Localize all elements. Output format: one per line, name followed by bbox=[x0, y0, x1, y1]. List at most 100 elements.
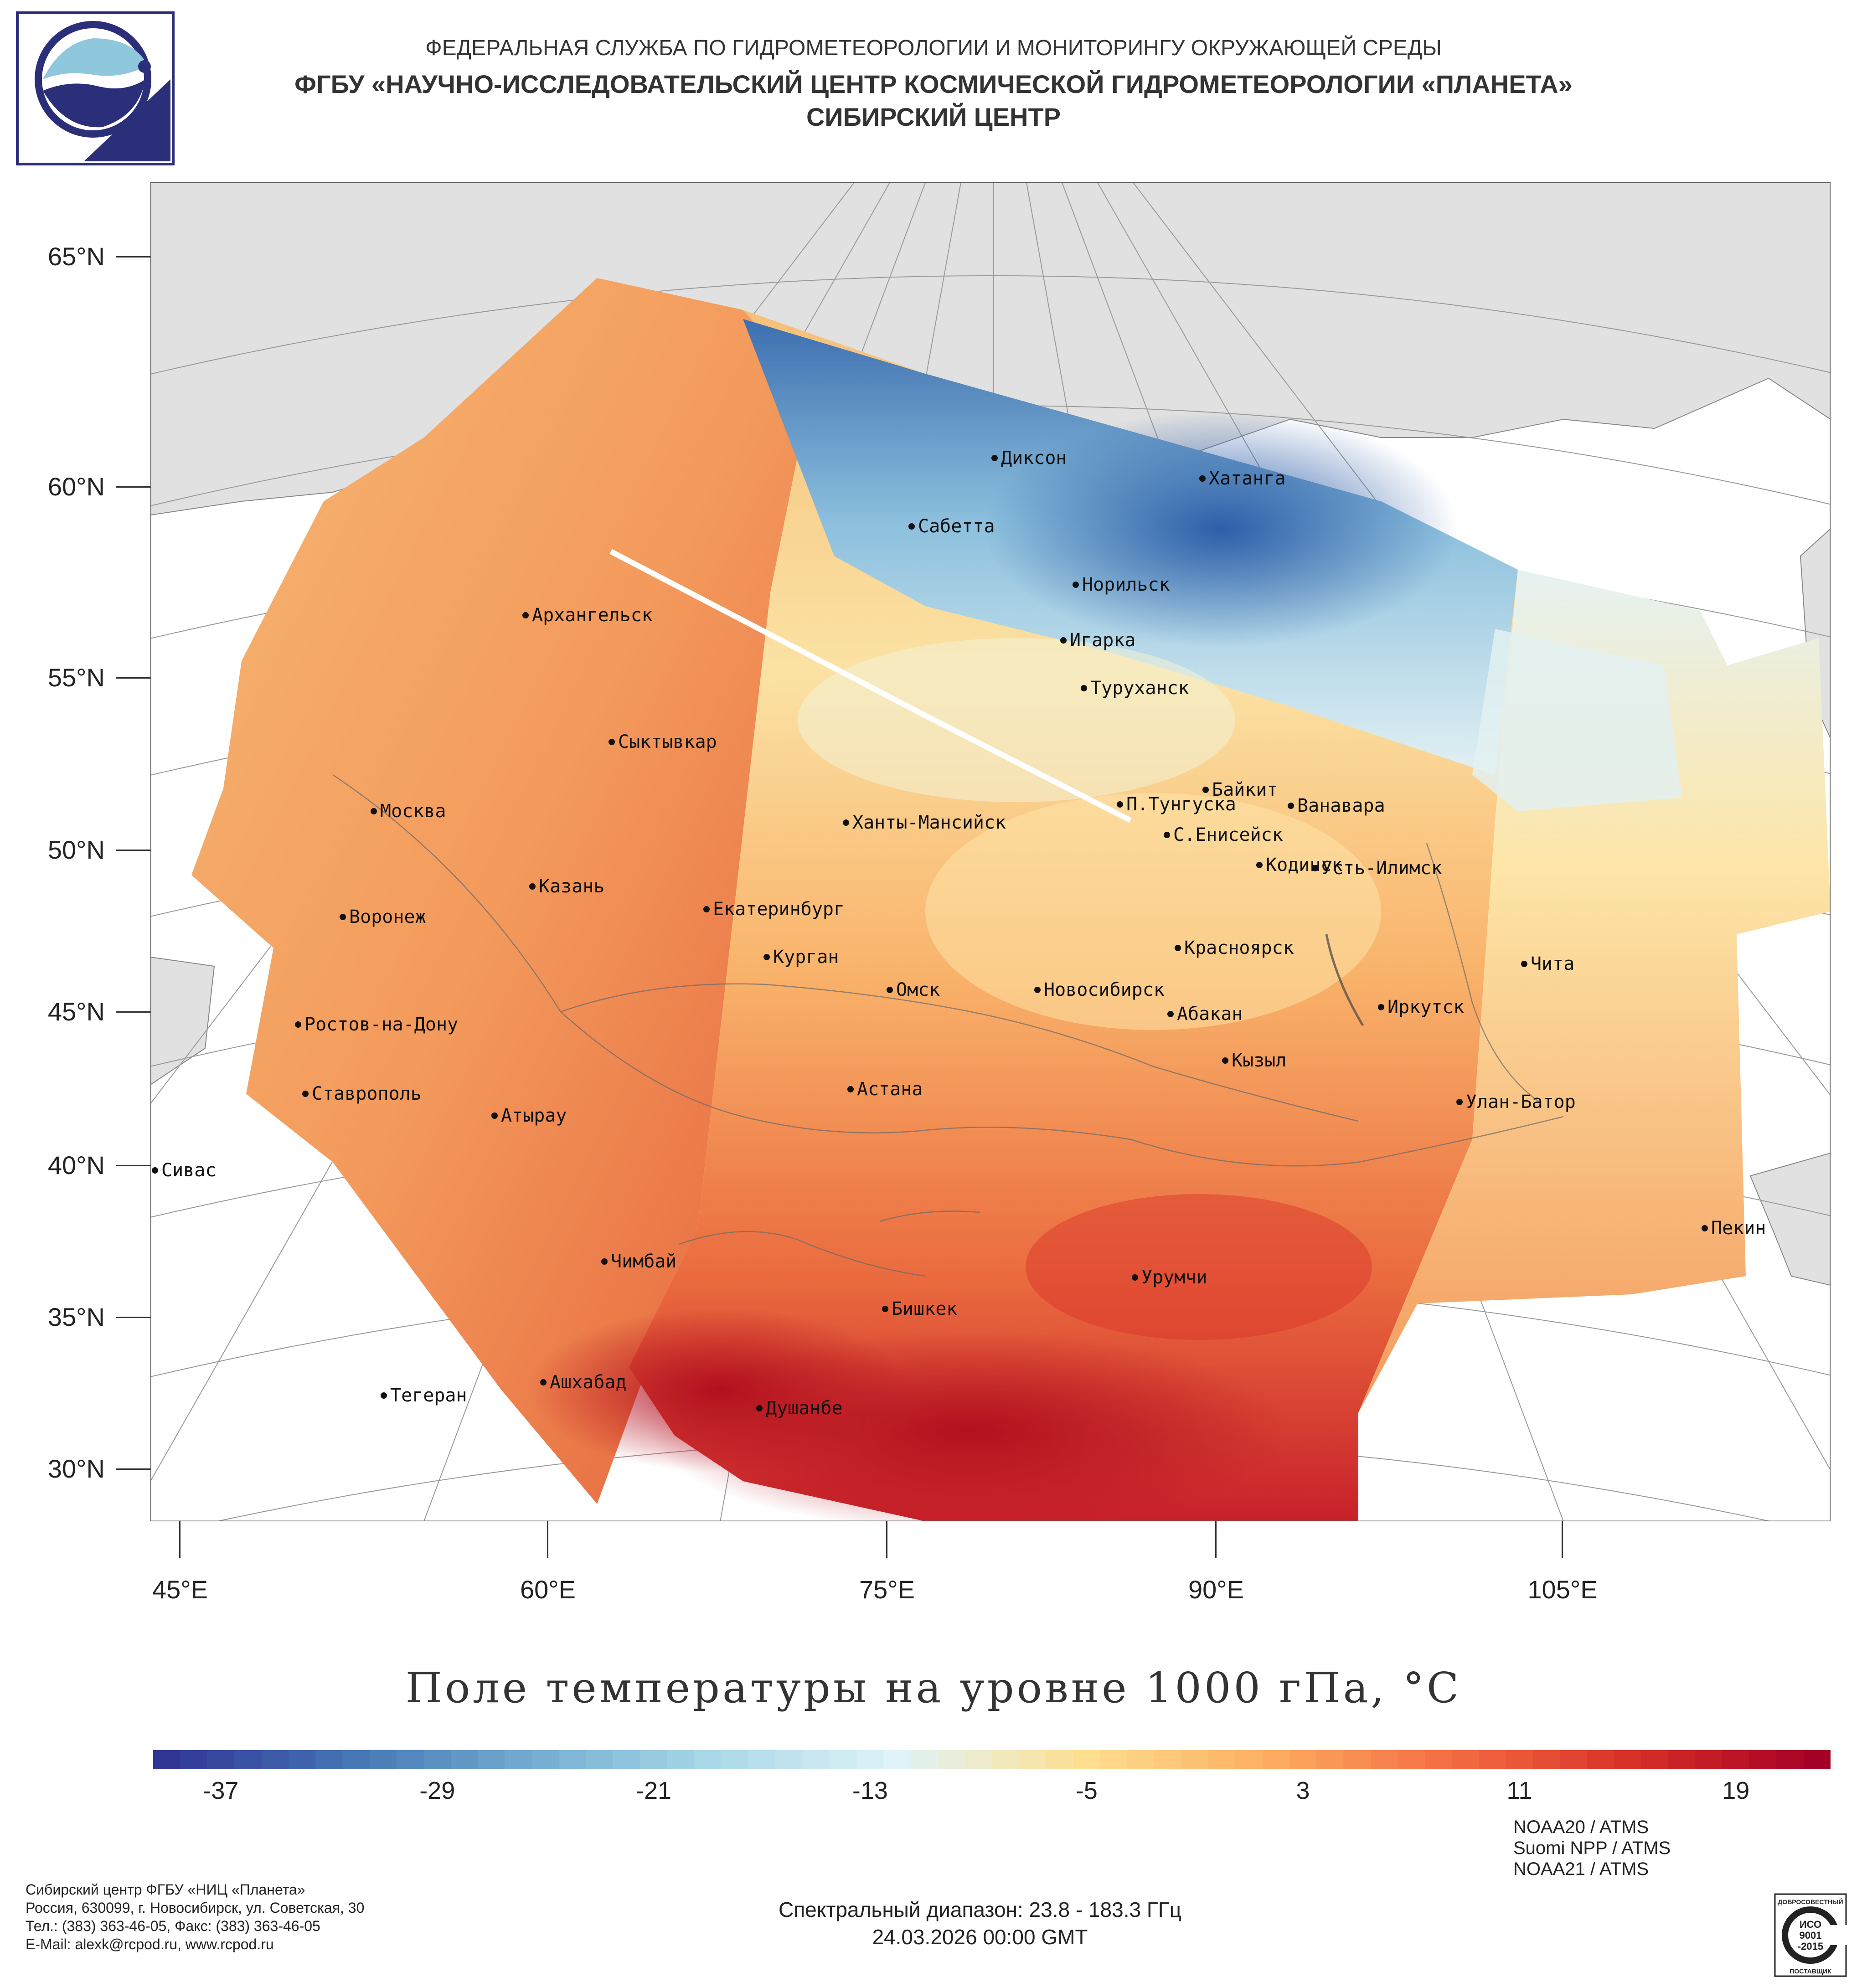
colorbar-tick-label: -29 bbox=[419, 1777, 455, 1804]
city-khatanga: Хатанга bbox=[1199, 468, 1286, 489]
svg-text:Сабетта: Сабетта bbox=[918, 516, 995, 537]
svg-text:ПОСТАВЩИК: ПОСТАВЩИК bbox=[1790, 1967, 1831, 1975]
city-syktyvkar: Сыктывкар bbox=[609, 731, 717, 752]
svg-text:Кызыл: Кызыл bbox=[1232, 1050, 1286, 1071]
colorbar-segment bbox=[1289, 1750, 1317, 1769]
colorbar-segment bbox=[1019, 1750, 1047, 1769]
svg-text:Москва: Москва bbox=[380, 801, 446, 822]
svg-text:Бишкек: Бишкек bbox=[892, 1298, 958, 1319]
svg-text:Красноярск: Красноярск bbox=[1184, 937, 1294, 958]
svg-text:Диксон: Диксон bbox=[1001, 448, 1067, 469]
colorbar-segment bbox=[1154, 1750, 1182, 1769]
colorbar-segment bbox=[1073, 1750, 1101, 1769]
city-dushanbe: Душанбе bbox=[756, 1398, 843, 1419]
lat-label-40: 40°N bbox=[47, 1151, 105, 1179]
lon-label-90: 90°E bbox=[1188, 1575, 1244, 1604]
colorbar-segment bbox=[1668, 1750, 1696, 1769]
footer-phone: Тел.: (383) 363-46-05, Факс: (383) 363-4… bbox=[26, 1918, 320, 1934]
city-ust-ilimsk: Усть-Илимск bbox=[1312, 858, 1442, 879]
colorbar-segment bbox=[1343, 1750, 1371, 1769]
footer-contacts: Сибирский центр ФГБУ «НИЦ «Планета» Росс… bbox=[26, 1880, 364, 1953]
colorbar-segment bbox=[667, 1750, 695, 1769]
svg-text:Туруханск: Туруханск bbox=[1090, 678, 1189, 699]
colorbar-segment bbox=[1127, 1750, 1155, 1769]
colorbar-segment bbox=[1641, 1750, 1669, 1769]
spectral-range: Спектральный диапазон: 23.8 - 183.3 ГГц bbox=[778, 1898, 1182, 1921]
colorbar-segment bbox=[505, 1750, 532, 1769]
svg-text:Новосибирск: Новосибирск bbox=[1044, 979, 1165, 1000]
temperature-colorbar bbox=[153, 1750, 1831, 1769]
city-sivas: Сивас bbox=[152, 1160, 216, 1181]
colorbar-segment bbox=[315, 1750, 343, 1769]
colorbar-segment bbox=[964, 1750, 992, 1769]
instrument-list: NOAA20 / ATMS Suomi NPP / ATMS NOAA21 / … bbox=[1513, 1817, 1671, 1880]
svg-text:Курган: Курган bbox=[773, 947, 839, 968]
colorbar-segment bbox=[1722, 1750, 1750, 1769]
svg-text:Абакан: Абакан bbox=[1177, 1004, 1243, 1025]
lat-label-30: 30°N bbox=[47, 1454, 105, 1483]
svg-text:Хатанга: Хатанга bbox=[1209, 468, 1286, 489]
footer-address: Россия, 630099, г. Новосибирск, ул. Сове… bbox=[26, 1900, 365, 1916]
colorbar-segment bbox=[910, 1750, 938, 1769]
colorbar-title: Поле температуры на уровне 1000 гПа, °С bbox=[405, 1664, 1462, 1712]
colorbar-segment bbox=[1100, 1750, 1128, 1769]
iso-badge: ДОБРОСОВЕСТНЫЙ ИСО 9001 -2015 ПОСТАВЩИК bbox=[1774, 1893, 1847, 1977]
city-khanty-mansiysk: Ханты-Мансийск bbox=[843, 812, 1006, 833]
temperature-map: Диксон Хатанга Сабетта Норильск Архангел… bbox=[150, 182, 1831, 1521]
instrument-2: Suomi NPP / ATMS bbox=[1513, 1838, 1671, 1858]
colorbar-segment bbox=[1235, 1750, 1263, 1769]
lat-label-55: 55°N bbox=[47, 663, 105, 692]
city-chita: Чита bbox=[1521, 953, 1574, 974]
colorbar-segment bbox=[1262, 1750, 1290, 1769]
colorbar-segment bbox=[1776, 1750, 1804, 1769]
city-kodinsk: Кодинск bbox=[1256, 855, 1343, 876]
colorbar-segment bbox=[450, 1750, 478, 1769]
city-astana: Астана bbox=[847, 1079, 923, 1100]
footer-org: Сибирский центр ФГБУ «НИЦ «Планета» bbox=[26, 1881, 305, 1898]
svg-text:Атырау: Атырау bbox=[501, 1105, 567, 1126]
colorbar-segment bbox=[938, 1750, 965, 1769]
city-markers: Диксон Хатанга Сабетта Норильск Архангел… bbox=[152, 448, 1766, 1419]
svg-text:ДОБРОСОВЕСТНЫЙ: ДОБРОСОВЕСТНЫЙ bbox=[1778, 1898, 1843, 1906]
svg-text:Ставрополь: Ставрополь bbox=[312, 1083, 422, 1104]
colorbar-segment bbox=[1560, 1750, 1588, 1769]
svg-text:Казань: Казань bbox=[539, 876, 605, 897]
svg-text:ИСО: ИСО bbox=[1800, 1919, 1821, 1930]
colorbar-tick-label: -13 bbox=[852, 1777, 888, 1804]
lat-label-65: 65°N bbox=[47, 242, 105, 271]
city-dikson: Диксон bbox=[991, 448, 1067, 469]
colorbar-tick-label: -21 bbox=[636, 1777, 672, 1804]
city-stavropol: Ставрополь bbox=[302, 1083, 422, 1104]
colorbar-segment bbox=[883, 1750, 911, 1769]
instrument-1: NOAA20 / ATMS bbox=[1513, 1817, 1649, 1837]
city-ashgabat: Ашхабад bbox=[540, 1372, 627, 1393]
city-novosibirsk: Новосибирск bbox=[1034, 979, 1165, 1000]
svg-text:Чимбай: Чимбай bbox=[611, 1251, 677, 1272]
city-atyrau: Атырау bbox=[491, 1105, 567, 1126]
footer-email[interactable]: E-Mail: alexk@rcpod.ru, www.rcpod.ru bbox=[26, 1936, 274, 1952]
colorbar-segment bbox=[1424, 1750, 1452, 1769]
agency-title: ФЕДЕРАЛЬНАЯ СЛУЖБА ПО ГИДРОМЕТЕОРОЛОГИИ … bbox=[425, 36, 1442, 60]
colorbar-segment bbox=[423, 1750, 451, 1769]
colorbar-segment bbox=[1452, 1750, 1479, 1769]
city-sabetta: Сабетта bbox=[908, 516, 995, 537]
city-tehran: Тегеран bbox=[381, 1385, 467, 1406]
colorbar-segment bbox=[342, 1750, 370, 1769]
colorbar-segment bbox=[1587, 1750, 1614, 1769]
city-kyzyl: Кызыл bbox=[1222, 1050, 1286, 1071]
colorbar-segment bbox=[1046, 1750, 1073, 1769]
svg-text:Душанбе: Душанбе bbox=[766, 1398, 843, 1419]
colorbar-segment bbox=[559, 1750, 587, 1769]
colorbar-segment bbox=[234, 1750, 262, 1769]
colorbar-segment bbox=[640, 1750, 668, 1769]
colorbar-segment bbox=[261, 1750, 289, 1769]
city-rostov: Ростов-на-Дону bbox=[295, 1014, 458, 1035]
colorbar-segment bbox=[153, 1750, 181, 1769]
city-urumqi: Урумчи bbox=[1132, 1267, 1207, 1288]
lat-label-45: 45°N bbox=[47, 997, 105, 1026]
city-bishkek: Бишкек bbox=[882, 1298, 958, 1319]
lat-label-60: 60°N bbox=[47, 472, 105, 501]
lat-label-35: 35°N bbox=[47, 1303, 105, 1331]
city-beijing: Пекин bbox=[1702, 1218, 1766, 1239]
temperature-field bbox=[191, 278, 1831, 1521]
